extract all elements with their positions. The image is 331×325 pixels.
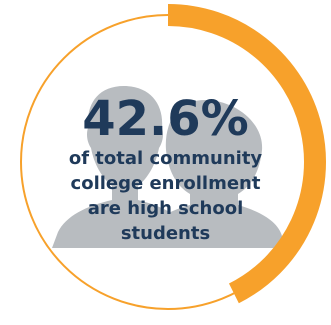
silhouette-front-person	[52, 86, 196, 248]
stat-value: 42.6%	[82, 91, 249, 147]
silhouette-back-person	[146, 100, 282, 248]
donut-value-arc	[167, 4, 326, 304]
caption-line-4: students	[120, 223, 211, 244]
caption-line-1: of total community	[68, 148, 263, 169]
stat-text: 42.6% of total community college enrollm…	[0, 92, 331, 246]
caption-line-3: are high school	[87, 198, 244, 219]
people-silhouette-icon	[52, 86, 282, 248]
caption-line-2: college enrollment	[70, 173, 261, 194]
